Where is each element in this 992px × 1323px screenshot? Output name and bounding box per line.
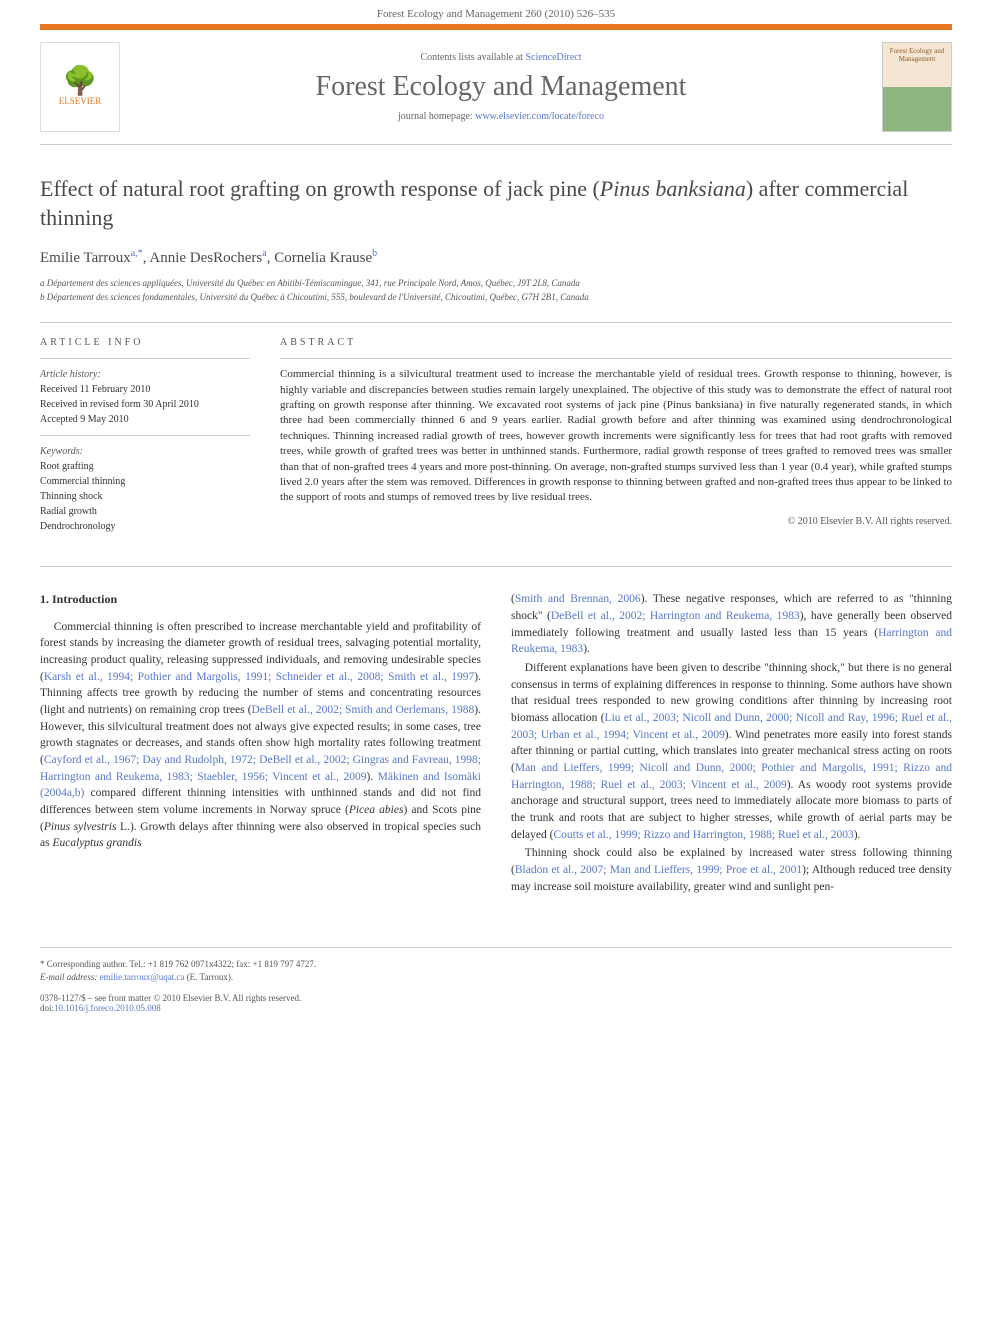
history-label: Article history: [40, 367, 250, 382]
column-right: (Smith and Brennan, 2006). These negativ… [511, 591, 952, 897]
author: Annie DesRochersa [149, 250, 266, 266]
doi-link[interactable]: 10.1016/j.foreco.2010.05.008 [54, 1003, 161, 1013]
history-item: Received 11 February 2010 [40, 382, 250, 397]
section-divider [40, 566, 952, 567]
cover-title: Forest Ecology and Management [887, 47, 947, 63]
masthead-center: Contents lists available at ScienceDirec… [140, 52, 862, 122]
info-abstract-row: ARTICLE INFO Article history: Received 1… [40, 322, 952, 542]
journal-name: Forest Ecology and Management [140, 71, 862, 103]
keyword: Radial growth [40, 504, 250, 519]
keyword: Commercial thinning [40, 474, 250, 489]
elsevier-tree-icon: 🌳 [63, 68, 98, 96]
keyword: Dendrochronology [40, 519, 250, 534]
journal-cover-thumbnail: Forest Ecology and Management [882, 42, 952, 132]
journal-homepage-link[interactable]: www.elsevier.com/locate/foreco [475, 111, 604, 122]
contents-available-line: Contents lists available at ScienceDirec… [140, 52, 862, 63]
author: Cornelia Krauseb [274, 250, 377, 266]
citation-link[interactable]: Karsh et al., 1994; Pothier and Margolis… [44, 671, 474, 683]
abstract-block: ABSTRACT Commercial thinning is a silvic… [280, 337, 952, 542]
paragraph: Commercial thinning is often prescribed … [40, 619, 481, 852]
abstract-text: Commercial thinning is a silvicultural t… [280, 358, 952, 506]
citation-link[interactable]: DeBell et al., 2002; Harrington and Reuk… [551, 610, 800, 622]
author: Emilie Tarrouxa,* [40, 250, 143, 266]
citation-link[interactable]: Smith and Brennan, 2006 [515, 593, 641, 605]
issn-line: 0378-1127/$ – see front matter © 2010 El… [40, 993, 460, 1003]
keyword: Root grafting [40, 459, 250, 474]
species-name: Pinus banksiana [600, 176, 746, 201]
citation-text: Forest Ecology and Management 260 (2010)… [377, 8, 615, 20]
article-body: Effect of natural root grafting on growt… [0, 145, 992, 917]
history-item: Received in revised form 30 April 2010 [40, 397, 250, 412]
paragraph: Thinning shock could also be explained b… [511, 845, 952, 895]
article-title: Effect of natural root grafting on growt… [40, 175, 952, 232]
section-heading: 1. Introduction [40, 591, 481, 608]
citation-link[interactable]: Bladon et al., 2007; Man and Lieffers, 1… [515, 864, 802, 876]
keywords-label: Keywords: [40, 444, 250, 459]
affiliation: a Département des sciences appliquées, U… [40, 277, 952, 291]
abstract-heading: ABSTRACT [280, 337, 952, 348]
sciencedirect-link[interactable]: ScienceDirect [525, 52, 581, 63]
citation-link[interactable]: Coutts et al., 1999; Rizzo and Harringto… [553, 829, 853, 841]
email-label: E-mail address: [40, 972, 100, 982]
email-link[interactable]: emilie.tarroux@uqat.ca [100, 972, 185, 982]
corresponding-author-text: Corresponding author. Tel.: +1 819 762 0… [47, 959, 316, 969]
author-list: Emilie Tarrouxa,*, Annie DesRochersa, Co… [40, 248, 952, 267]
affiliation: b Département des sciences fondamentales… [40, 291, 952, 305]
article-columns: 1. Introduction Commercial thinning is o… [40, 591, 952, 897]
doi-label: doi: [40, 1003, 54, 1013]
article-info-sidebar: ARTICLE INFO Article history: Received 1… [40, 337, 250, 542]
publisher-logo: 🌳 ELSEVIER [40, 42, 120, 132]
article-info-heading: ARTICLE INFO [40, 337, 250, 348]
publisher-name: ELSEVIER [59, 96, 102, 106]
abstract-copyright: © 2010 Elsevier B.V. All rights reserved… [280, 516, 952, 527]
keyword: Thinning shock [40, 489, 250, 504]
footnote-marker: * [40, 959, 45, 969]
article-history-block: Article history: Received 11 February 20… [40, 358, 250, 435]
citation-link[interactable]: DeBell et al., 2002; Smith and Oerlemans… [252, 704, 475, 716]
paragraph: Different explanations have been given t… [511, 660, 952, 843]
page-footer: * Corresponding author. Tel.: +1 819 762… [40, 947, 952, 1033]
column-left: 1. Introduction Commercial thinning is o… [40, 591, 481, 897]
journal-masthead: 🌳 ELSEVIER Contents lists available at S… [40, 24, 952, 145]
keywords-block: Keywords: Root grafting Commercial thinn… [40, 435, 250, 542]
running-header: Forest Ecology and Management 260 (2010)… [0, 0, 992, 24]
paragraph: (Smith and Brennan, 2006). These negativ… [511, 591, 952, 658]
affiliations: a Département des sciences appliquées, U… [40, 277, 952, 304]
history-item: Accepted 9 May 2010 [40, 412, 250, 427]
homepage-line: journal homepage: www.elsevier.com/locat… [140, 111, 862, 122]
corresponding-author-block: * Corresponding author. Tel.: +1 819 762… [40, 958, 460, 1013]
